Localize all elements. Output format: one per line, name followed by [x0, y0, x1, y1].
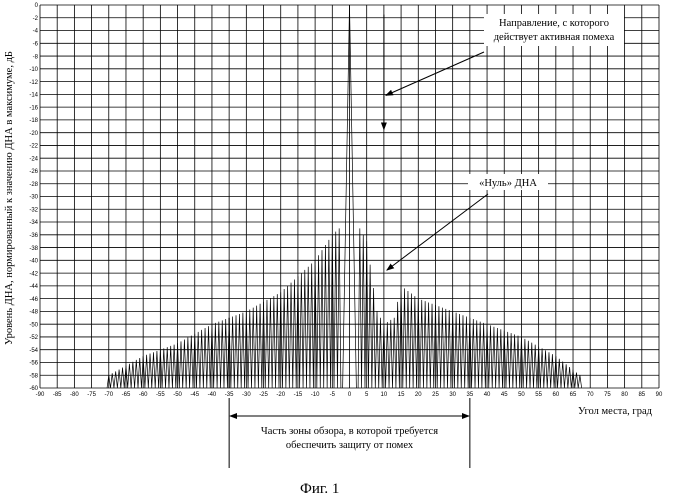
y-tick-label: -44: [29, 284, 38, 290]
y-tick-label: -36: [29, 233, 38, 239]
y-tick-label: -4: [33, 29, 39, 35]
y-tick-label: -12: [29, 80, 38, 86]
x-tick-label: 45: [501, 392, 508, 398]
x-axis-label: Угол места, град: [578, 406, 653, 417]
annotation-interference-direction: действует активная помеха: [494, 32, 615, 43]
x-tick-label: 35: [467, 392, 474, 398]
y-tick-label: 0: [35, 3, 39, 9]
y-tick-label: -2: [33, 16, 39, 22]
x-tick-label: 60: [552, 392, 559, 398]
y-tick-labels: 0 -2 -4 -6 -8 -10 -12 -14 -16 -18 -20 -22 -24 -26 -28 -…: [29, 3, 38, 392]
annotation-protection-zone: обеспечить защиту от помех: [286, 440, 414, 451]
x-tick-label: -10: [311, 392, 320, 398]
annotation-interference-direction: Направление, с которого: [499, 18, 609, 29]
y-tick-label: -30: [29, 195, 38, 201]
x-tick-label: 10: [381, 392, 388, 398]
x-tick-label: 0: [348, 392, 352, 398]
y-tick-label: -32: [29, 207, 38, 213]
y-tick-label: -54: [29, 348, 38, 354]
x-tick-label: 40: [484, 392, 491, 398]
y-tick-label: -52: [29, 335, 38, 341]
x-tick-label: -75: [87, 392, 96, 398]
y-tick-label: -8: [33, 54, 39, 60]
y-axis-label: Уровень ДНА, нормированный к значению ДН…: [4, 51, 15, 345]
x-tick-label: -90: [36, 392, 45, 398]
interference-label-arrow: [386, 52, 484, 95]
x-tick-label: 70: [587, 392, 594, 398]
x-tick-label: 65: [570, 392, 577, 398]
x-tick-label: -45: [190, 392, 199, 398]
y-tick-label: -34: [29, 220, 38, 226]
x-tick-label: 30: [449, 392, 456, 398]
x-tick-label: 15: [398, 392, 405, 398]
x-tick-label: -5: [330, 392, 336, 398]
x-tick-label: -50: [173, 392, 182, 398]
y-tick-label: -16: [29, 105, 38, 111]
x-tick-label: 55: [535, 392, 542, 398]
x-tick-label: 90: [656, 392, 663, 398]
y-tick-label: -60: [29, 386, 38, 392]
y-tick-label: -40: [29, 259, 38, 265]
y-tick-label: -46: [29, 297, 38, 303]
y-tick-label: -10: [29, 67, 38, 73]
x-tick-label: 50: [518, 392, 525, 398]
y-tick-label: -18: [29, 118, 38, 124]
y-tick-label: -26: [29, 169, 38, 175]
x-tick-label: -35: [225, 392, 234, 398]
x-tick-label: -15: [294, 392, 303, 398]
y-tick-label: -22: [29, 144, 38, 150]
chart-grid: [40, 5, 659, 388]
y-tick-label: -58: [29, 373, 38, 379]
y-tick-label: -6: [33, 42, 39, 48]
y-tick-label: -56: [29, 361, 38, 367]
y-tick-label: -28: [29, 182, 38, 188]
x-tick-labels: -90-85-80-75-70-65-60-55-50-45-40-35-30-…: [36, 392, 663, 398]
null-arrow: [387, 194, 488, 270]
x-tick-label: -85: [53, 392, 62, 398]
x-tick-label: -60: [139, 392, 148, 398]
x-tick-label: -80: [70, 392, 79, 398]
x-tick-label: -40: [208, 392, 217, 398]
x-tick-label: 5: [365, 392, 369, 398]
figure-caption: Фиг. 1: [300, 481, 339, 497]
annotations: Направление, с которого действует активна…: [229, 14, 624, 468]
y-tick-label: -20: [29, 131, 38, 137]
x-tick-label: -20: [276, 392, 285, 398]
x-tick-label: -65: [122, 392, 131, 398]
x-tick-label: 20: [415, 392, 422, 398]
x-tick-label: -70: [104, 392, 113, 398]
x-tick-label: -30: [242, 392, 251, 398]
x-tick-label: 80: [621, 392, 628, 398]
y-tick-label: -24: [29, 156, 38, 162]
x-tick-label: -55: [156, 392, 165, 398]
x-tick-label: 85: [638, 392, 645, 398]
y-tick-label: -38: [29, 246, 38, 252]
x-tick-label: 25: [432, 392, 439, 398]
x-tick-label: -25: [259, 392, 268, 398]
annotation-protection-zone: Часть зоны обзора, в которой требуется: [261, 426, 438, 437]
x-tick-label: 75: [604, 392, 611, 398]
y-tick-label: -48: [29, 310, 38, 316]
y-tick-label: -50: [29, 322, 38, 328]
y-tick-label: -14: [29, 93, 38, 99]
annotation-null: «Нуль» ДНА: [479, 178, 537, 189]
y-tick-label: -42: [29, 271, 38, 277]
